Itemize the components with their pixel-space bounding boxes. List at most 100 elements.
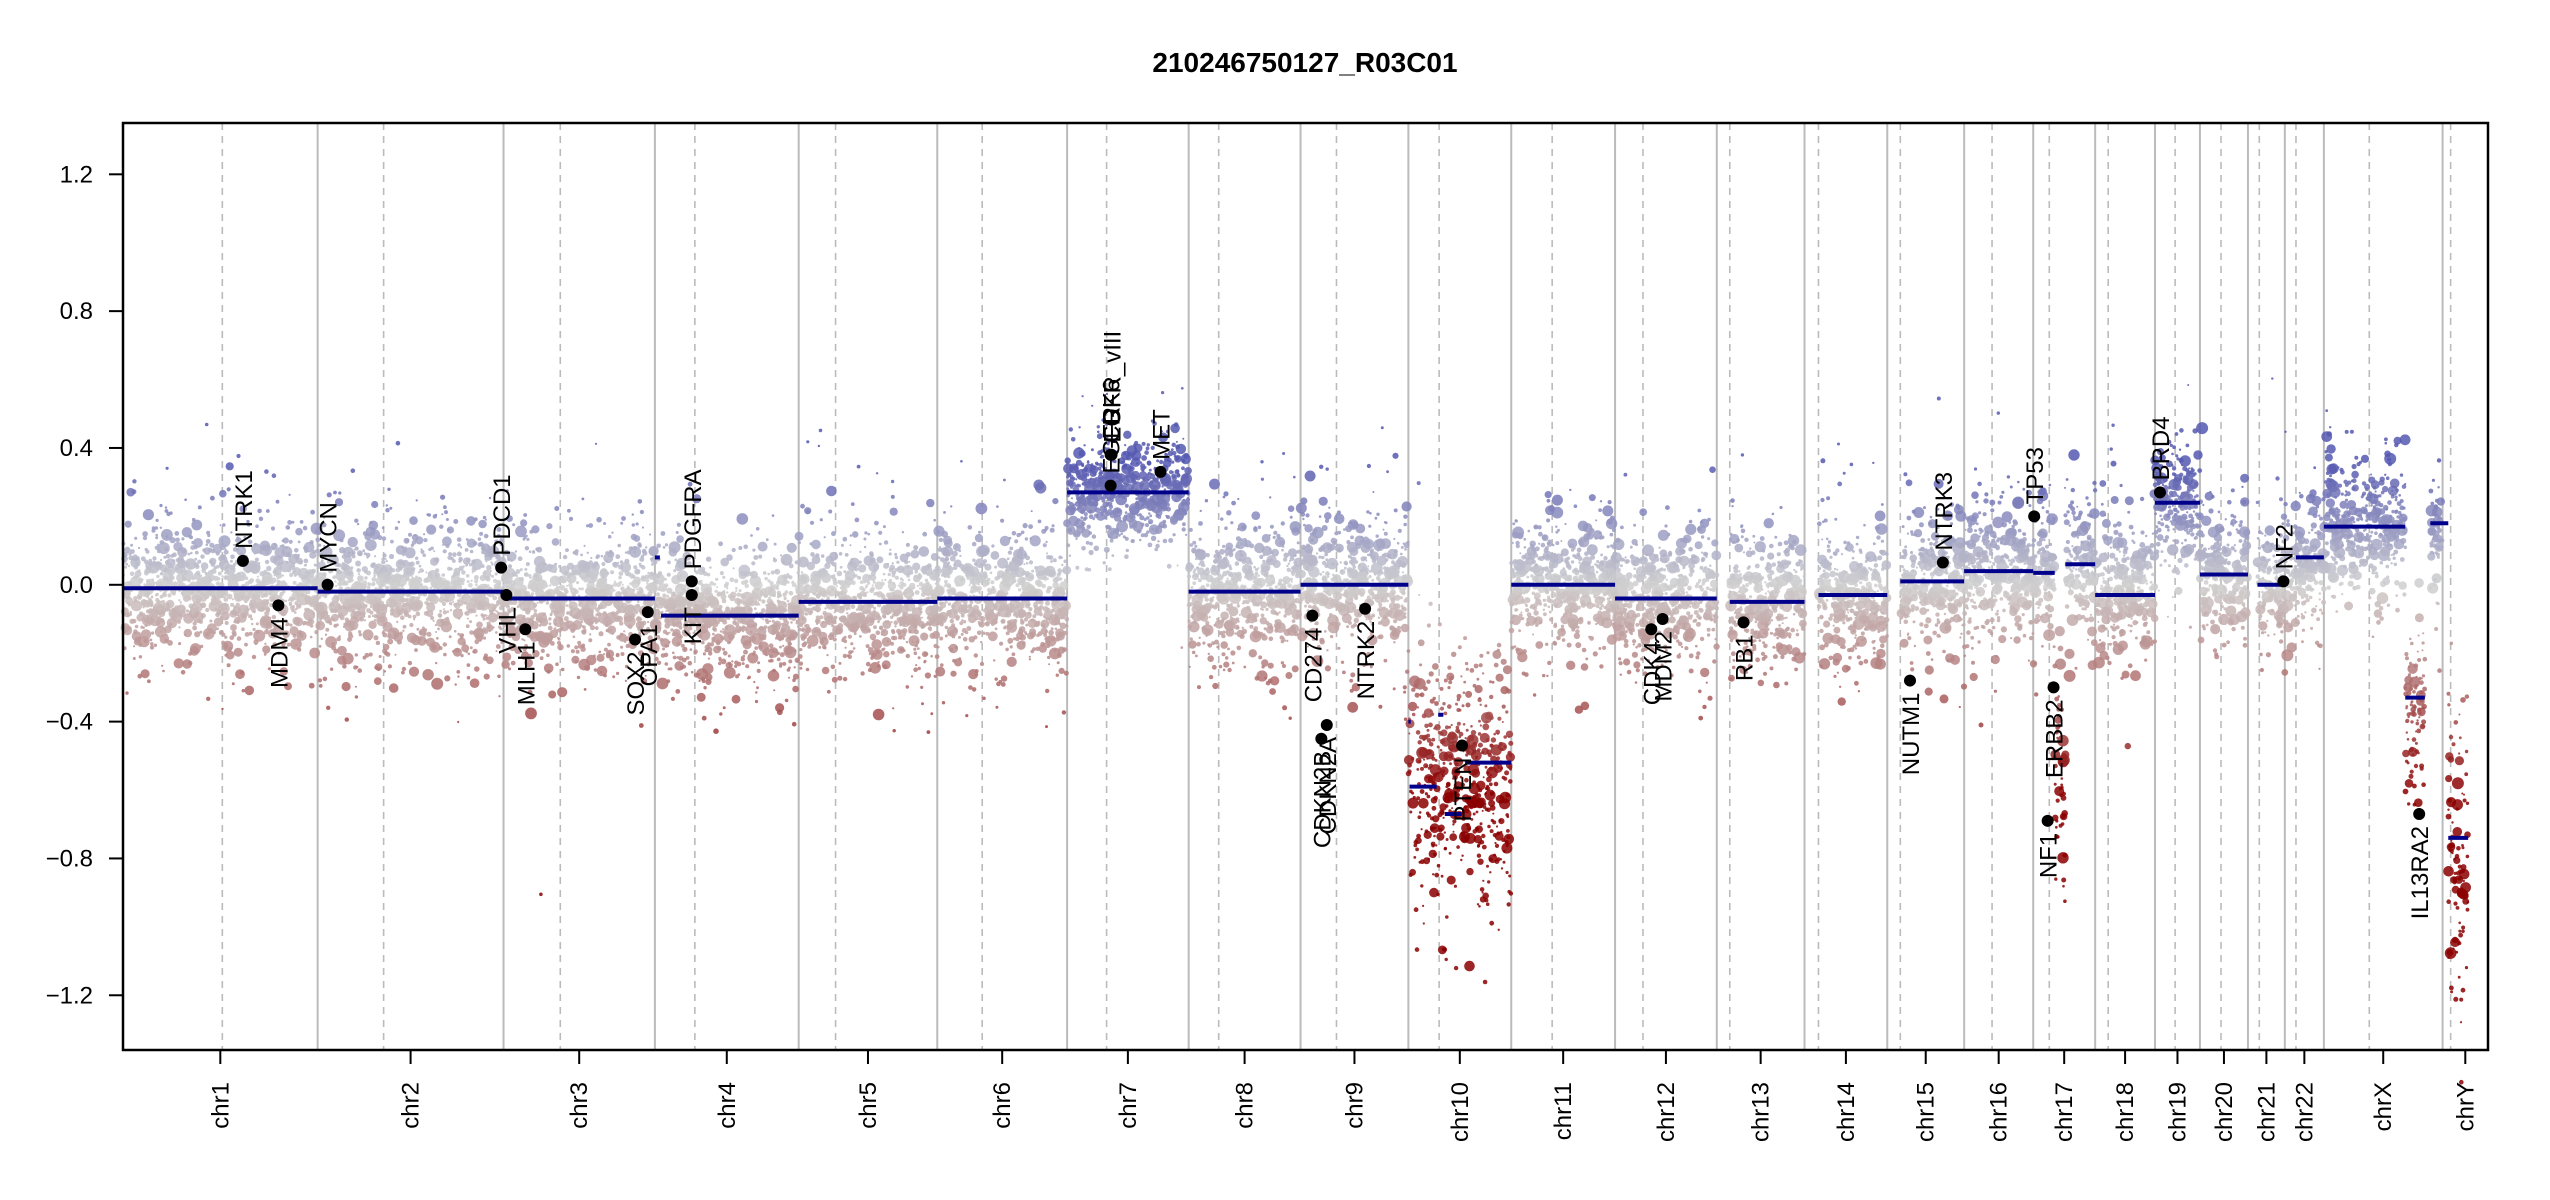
probe-point: [829, 632, 835, 638]
probe-point: [533, 609, 538, 613]
probe-point: [533, 584, 536, 588]
probe-point: [1064, 457, 1071, 464]
probe-point: [229, 635, 235, 641]
probe-point: [1000, 675, 1008, 682]
probe-point: [721, 598, 727, 604]
probe-point: [596, 516, 602, 523]
probe-point: [764, 618, 769, 622]
probe-point: [189, 535, 194, 540]
probe-point: [269, 616, 272, 619]
probe-point: [161, 529, 173, 541]
probe-point: [882, 610, 887, 614]
probe-point: [560, 592, 565, 597]
probe-point: [374, 663, 383, 671]
probe-point: [431, 644, 437, 651]
probe-point: [331, 617, 336, 621]
probe-point: [435, 631, 438, 633]
probe-point: [850, 604, 856, 609]
probe-point: [462, 557, 471, 565]
probe-point: [717, 609, 720, 612]
probe-point: [501, 572, 513, 584]
probe-point: [251, 654, 257, 660]
probe-point: [464, 548, 469, 552]
probe-point: [142, 531, 148, 537]
probe-point: [482, 636, 487, 640]
probe-point: [456, 670, 461, 674]
probe-point: [794, 531, 804, 541]
probe-point: [157, 616, 162, 621]
probe-point: [923, 660, 926, 664]
probe-point: [877, 620, 880, 624]
probe-point: [414, 635, 420, 642]
probe-point: [937, 547, 943, 552]
probe-point: [264, 469, 269, 474]
probe-point: [1046, 552, 1048, 555]
probe-point: [209, 559, 213, 564]
probe-point: [1016, 631, 1024, 640]
probe-point: [1020, 530, 1025, 535]
probe-point: [369, 529, 381, 540]
probe-point: [397, 520, 401, 524]
probe-point: [603, 553, 614, 564]
probe-point: [771, 629, 775, 633]
probe-point: [1111, 554, 1115, 557]
probe-point: [433, 557, 440, 563]
probe-point: [321, 546, 333, 558]
probe-point: [385, 504, 388, 507]
probe-point: [926, 498, 935, 508]
probe-point: [220, 560, 223, 563]
probe-point: [588, 589, 593, 594]
probe-point: [566, 574, 571, 579]
probe-point: [340, 598, 343, 601]
probe-point: [480, 613, 484, 617]
probe-point: [819, 518, 823, 522]
probe-point: [284, 599, 288, 603]
probe-point: [1007, 550, 1013, 555]
probe-point: [471, 567, 477, 572]
probe-point: [409, 516, 418, 525]
probe-point: [241, 575, 245, 578]
probe-point: [1049, 527, 1055, 533]
probe-point: [310, 509, 315, 515]
probe-point: [215, 564, 220, 569]
probe-point: [199, 644, 204, 649]
probe-point: [1053, 648, 1057, 652]
probe-point: [902, 628, 908, 634]
probe-point: [529, 529, 534, 534]
probe-point: [182, 659, 192, 669]
probe-point: [521, 600, 528, 607]
probe-point: [371, 577, 377, 582]
probe-point: [181, 537, 185, 541]
probe-point: [627, 586, 631, 590]
probe-point: [910, 549, 920, 559]
probe-point: [729, 595, 736, 602]
probe-point: [772, 593, 776, 598]
probe-point: [205, 607, 210, 613]
probe-point: [1055, 673, 1060, 677]
probe-point: [563, 579, 566, 583]
probe-point: [532, 603, 538, 608]
probe-point: [1033, 601, 1038, 607]
probe-point: [844, 646, 847, 649]
probe-point: [476, 621, 483, 629]
probe-point: [917, 666, 921, 671]
probe-point: [757, 541, 768, 552]
probe-point: [1050, 636, 1056, 642]
probe-point: [258, 562, 261, 565]
probe-point: [133, 645, 136, 648]
probe-point: [414, 648, 418, 652]
probe-point: [629, 546, 642, 558]
probe-point: [1051, 524, 1055, 528]
probe-point: [184, 498, 187, 502]
probe-point: [905, 542, 910, 547]
probe-point: [696, 692, 706, 702]
probe-point: [725, 607, 730, 611]
probe-point: [288, 596, 294, 601]
probe-point: [530, 592, 535, 596]
probe-point: [145, 609, 150, 614]
probe-point: [281, 539, 285, 542]
probe-point: [584, 561, 592, 570]
probe-point: [936, 582, 940, 587]
probe-point: [230, 554, 235, 560]
probe-point: [991, 544, 995, 548]
